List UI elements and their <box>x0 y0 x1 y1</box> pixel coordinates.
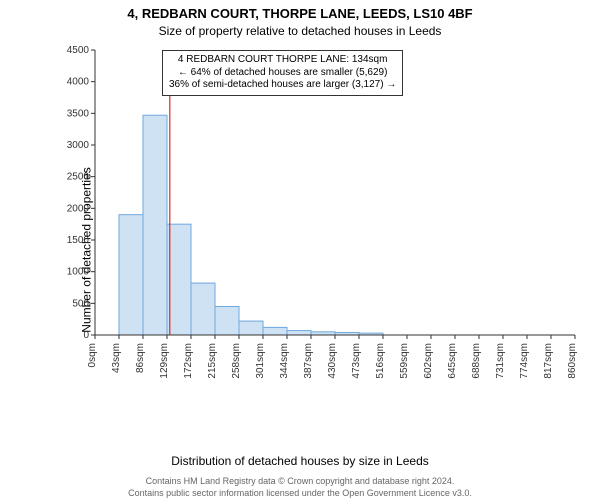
callout-line1: 4 REDBARN COURT THORPE LANE: 134sqm <box>169 54 396 67</box>
svg-text:3000: 3000 <box>67 140 90 151</box>
callout-line3: 36% of semi-detached houses are larger (… <box>169 79 396 92</box>
plot-area: 0 500 1000 1500 2000 2500 3000 3500 4000 4500 0sqm… <box>60 45 580 390</box>
svg-text:430sqm: 430sqm <box>327 343 338 379</box>
svg-text:4000: 4000 <box>67 77 90 88</box>
plot-svg: 0 500 1000 1500 2000 2500 3000 3500 4000 4500 0sqm… <box>60 45 580 390</box>
svg-text:473sqm: 473sqm <box>351 343 362 379</box>
svg-text:860sqm: 860sqm <box>567 343 578 379</box>
svg-text:645sqm: 645sqm <box>447 343 458 379</box>
svg-text:2500: 2500 <box>67 172 90 183</box>
svg-text:500: 500 <box>72 298 89 309</box>
footnote-line2: Contains public sector information licen… <box>0 488 600 498</box>
histogram-chart: 4, REDBARN COURT, THORPE LANE, LEEDS, LS… <box>0 0 600 500</box>
svg-text:1500: 1500 <box>67 235 90 246</box>
svg-text:731sqm: 731sqm <box>495 343 506 379</box>
svg-text:2000: 2000 <box>67 203 90 214</box>
callout-box: 4 REDBARN COURT THORPE LANE: 134sqm ← 64… <box>162 50 403 96</box>
chart-title-line2: Size of property relative to detached ho… <box>0 24 600 38</box>
svg-text:516sqm: 516sqm <box>375 343 386 379</box>
svg-text:344sqm: 344sqm <box>279 343 290 379</box>
svg-text:0sqm: 0sqm <box>87 343 98 367</box>
chart-title-line1: 4, REDBARN COURT, THORPE LANE, LEEDS, LS… <box>0 6 600 21</box>
svg-text:129sqm: 129sqm <box>159 343 170 379</box>
svg-text:215sqm: 215sqm <box>207 343 218 379</box>
svg-text:817sqm: 817sqm <box>543 343 554 379</box>
svg-text:4500: 4500 <box>67 45 90 56</box>
svg-text:172sqm: 172sqm <box>183 343 194 379</box>
svg-text:3500: 3500 <box>67 108 90 119</box>
callout-line2: ← 64% of detached houses are smaller (5,… <box>169 67 396 80</box>
svg-text:774sqm: 774sqm <box>519 343 530 379</box>
x-axis-label: Distribution of detached houses by size … <box>0 454 600 468</box>
svg-text:258sqm: 258sqm <box>231 343 242 379</box>
svg-text:0: 0 <box>83 330 89 341</box>
svg-text:688sqm: 688sqm <box>471 343 482 379</box>
svg-text:559sqm: 559sqm <box>399 343 410 379</box>
svg-text:43sqm: 43sqm <box>111 343 122 373</box>
svg-text:387sqm: 387sqm <box>303 343 314 379</box>
svg-text:86sqm: 86sqm <box>135 343 146 373</box>
svg-text:1000: 1000 <box>67 267 90 278</box>
footnote-line1: Contains HM Land Registry data © Crown c… <box>0 476 600 486</box>
svg-text:301sqm: 301sqm <box>255 343 266 379</box>
svg-text:602sqm: 602sqm <box>423 343 434 379</box>
